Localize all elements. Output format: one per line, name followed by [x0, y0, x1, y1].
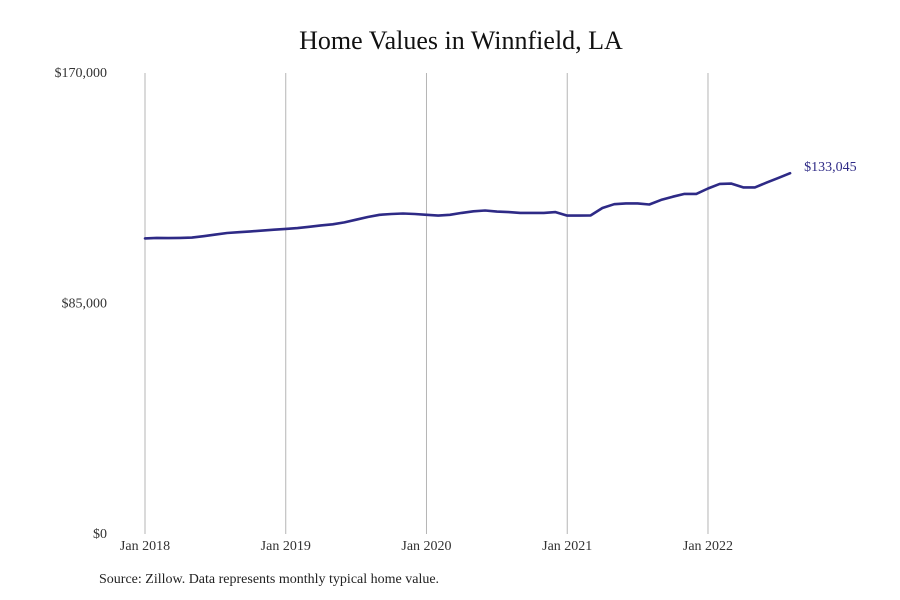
x-tick-label: Jan 2021 — [542, 539, 592, 554]
gridlines — [144, 73, 709, 534]
x-tick-label: Jan 2018 — [120, 539, 170, 554]
y-tick-label: $170,000 — [55, 66, 108, 81]
chart-title: Home Values in Winnfield, LA — [299, 26, 623, 55]
series — [143, 171, 792, 240]
end-value-label: $133,045 — [804, 160, 857, 175]
y-tick-label: $85,000 — [62, 297, 108, 312]
series-line — [143, 171, 792, 240]
x-axis-labels: Jan 2018 Jan 2019 Jan 2020 Jan 2021 Jan 2022 — [120, 539, 733, 554]
y-tick-label: $0 — [93, 527, 107, 542]
x-tick-label: Jan 2020 — [401, 539, 451, 554]
x-tick-label: Jan 2019 — [261, 539, 311, 554]
source-note: Source: Zillow. Data represents monthly … — [99, 572, 440, 587]
x-tick-label: Jan 2022 — [683, 539, 733, 554]
y-axis-labels: $0 $85,000 $170,000 — [55, 66, 108, 542]
data-labels: $133,045 — [804, 160, 857, 175]
